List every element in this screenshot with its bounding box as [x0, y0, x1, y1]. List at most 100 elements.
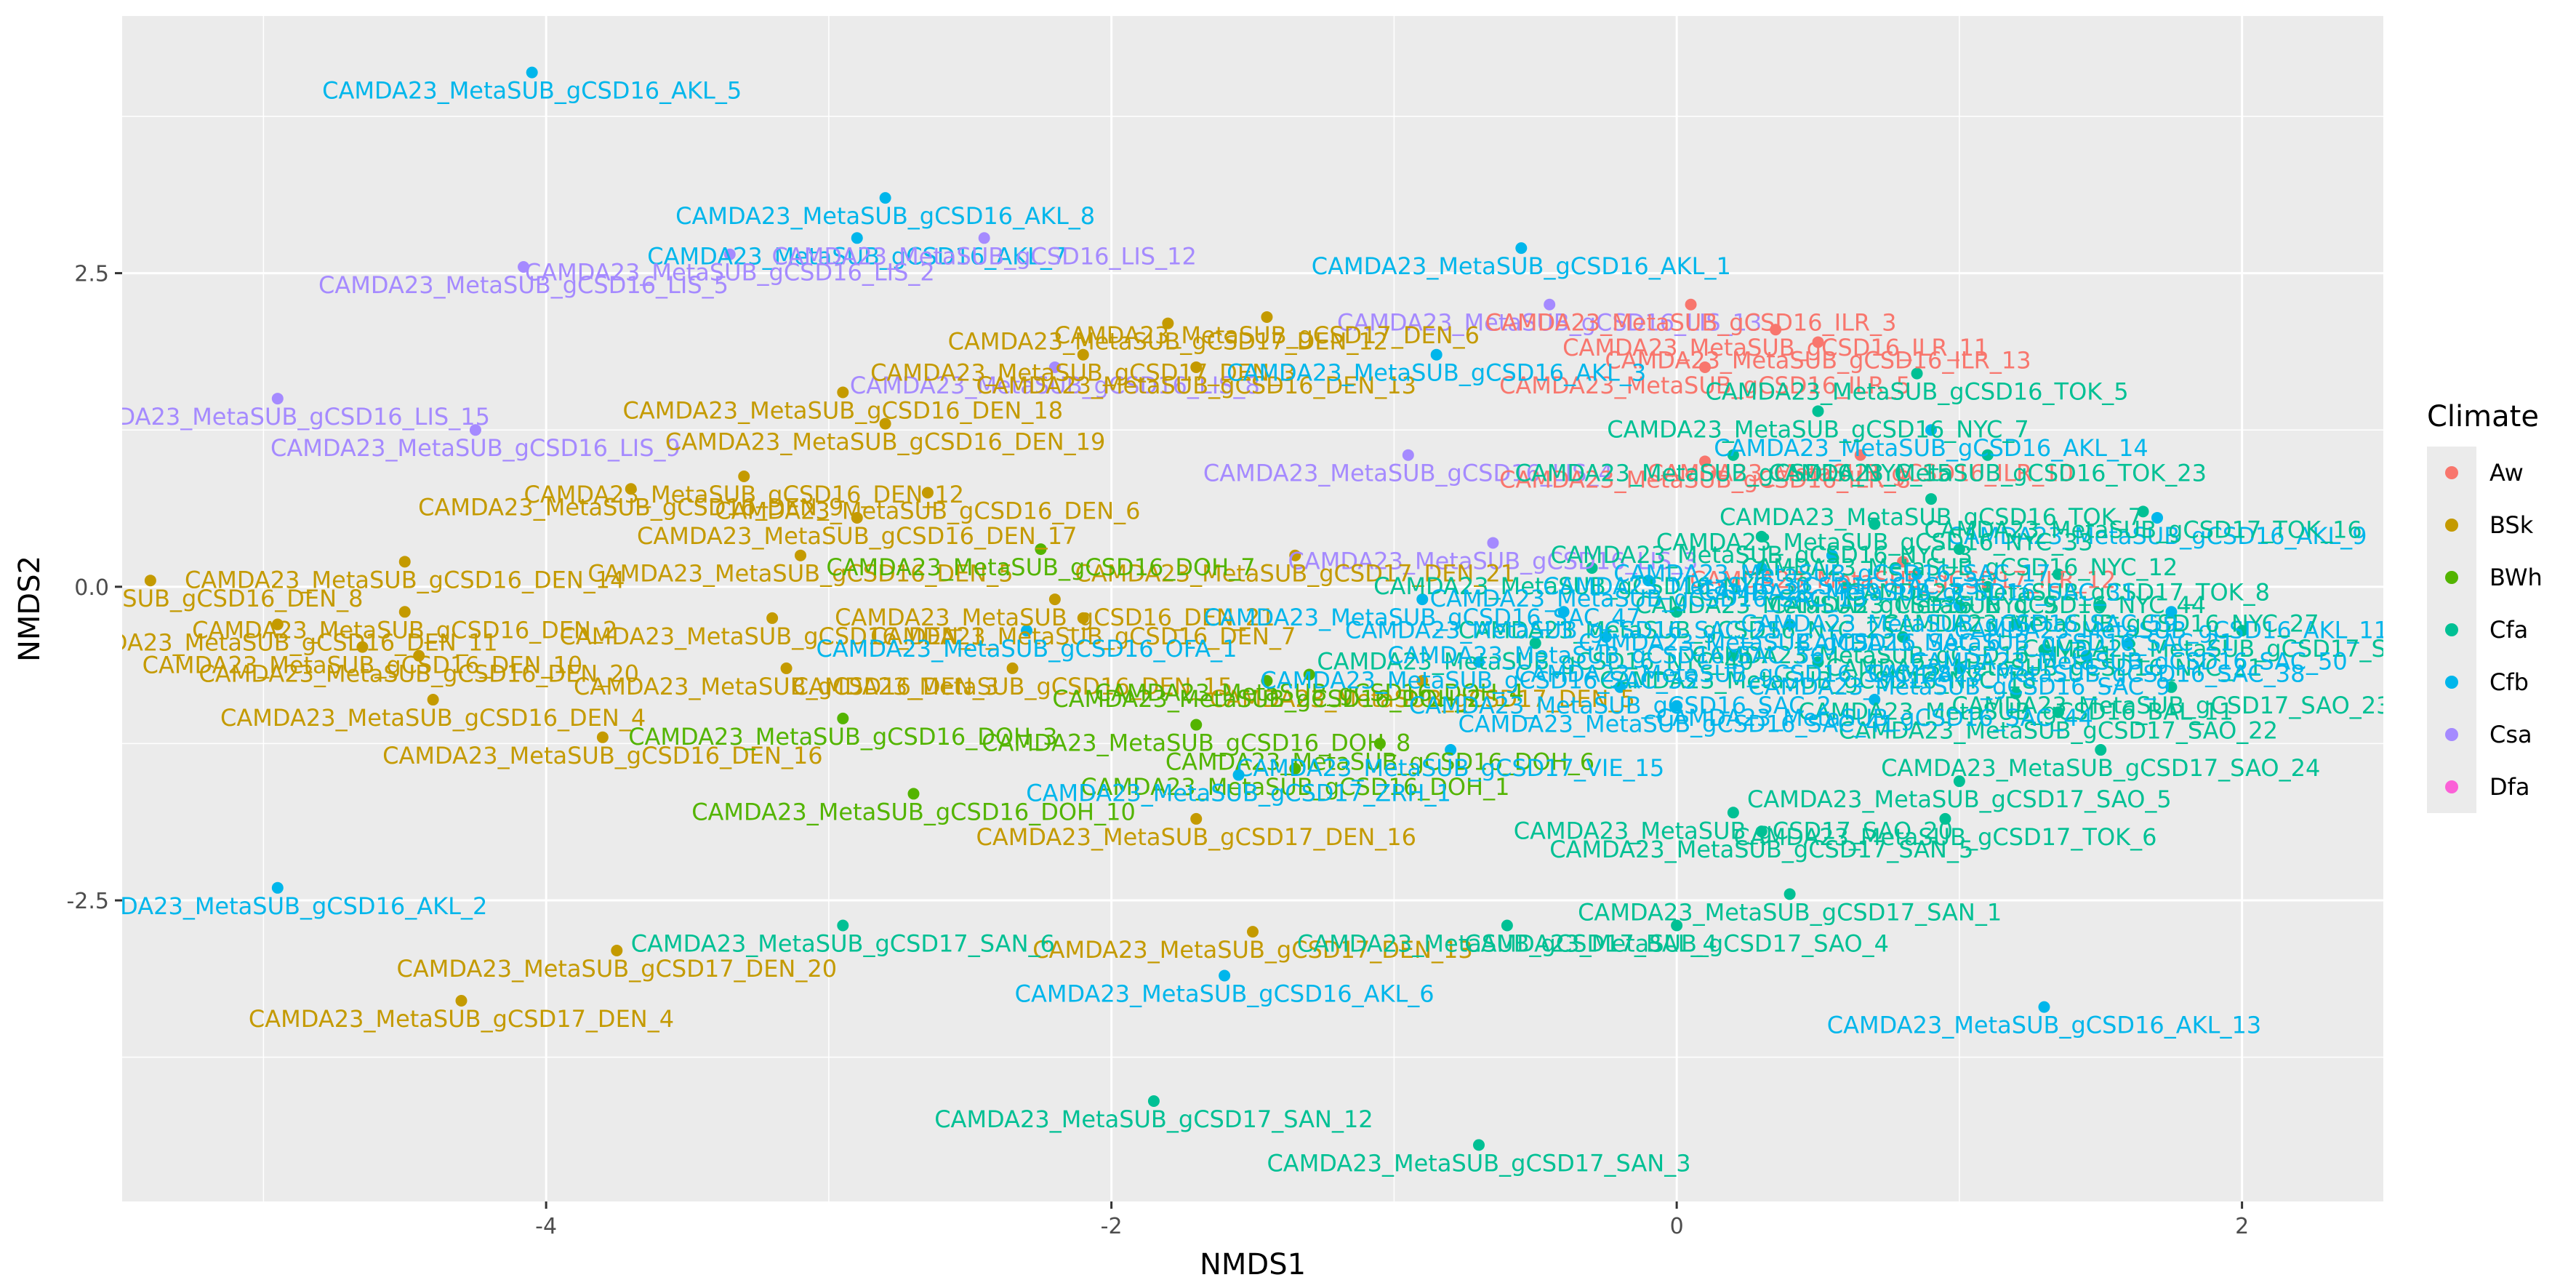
data-point — [1289, 549, 1301, 561]
data-point — [596, 731, 609, 743]
point-label: CAMDA23_MetaSUB_gCSD17_DEN_20 — [397, 955, 838, 983]
data-point — [1501, 919, 1513, 932]
data-point — [1614, 681, 1626, 693]
point-label: CAMDA23_MetaSUB_gCSD16_SAC_38 — [1868, 660, 2305, 688]
point-label: CAMDA23_MetaSUB_gCSD16_AKL_8 — [675, 202, 1095, 230]
point-label: CAMDA23_MetaSUB_gCSD16_SAC_28 — [1514, 660, 1951, 688]
data-point — [1515, 242, 1528, 255]
data-point — [2010, 618, 2022, 631]
data-point — [879, 417, 891, 430]
data-point — [356, 641, 369, 653]
point-label: CAMDA23_MetaSUB_gCSD16_TOK_23 — [1769, 460, 2207, 487]
data-point — [144, 575, 156, 587]
point-label: CAMDA23_MetaSUB_gCSD16_SAC_31 — [1698, 579, 2135, 607]
data-point — [1699, 455, 1711, 468]
data-point — [1671, 700, 1683, 712]
point-label: CAMDA23_MetaSUB_gCSD16_LIS_8 — [850, 372, 1260, 399]
point-label: CAMDA23_MetaSUB_gCSD16_DEN_21 — [835, 604, 1275, 631]
legend-label: Aw — [2489, 459, 2524, 487]
data-point — [1289, 762, 1301, 775]
point-label: CAMDA23_MetaSUB_gCSD16_AKL_6 — [1015, 980, 1435, 1008]
data-point — [1557, 606, 1570, 618]
data-point — [398, 556, 411, 568]
data-point — [1727, 649, 1739, 662]
point-label: CAMDA23_MetaSUB_gCSD16_SAC_44 — [1656, 704, 2093, 732]
legend-swatch — [2445, 780, 2458, 793]
legend-label: Dfa — [2489, 773, 2530, 801]
data-point — [2095, 744, 2107, 756]
data-point — [1755, 825, 1768, 838]
point-label: CAMDA23_MetaSUB_gCSD16_LIS_2 — [525, 259, 935, 287]
data-point — [1445, 744, 1457, 756]
point-label: CAMDA23_MetaSUB_gCSD16_SAC_17 — [1613, 560, 2050, 588]
point-label: CAMDA23_MetaSUB_gCSD16_NYC_18 — [1600, 666, 2037, 694]
axes: -4 -2 0 2 -2.5 0.0 2.5 — [66, 262, 2249, 1239]
data-point — [766, 612, 779, 624]
point-label: CAMDA23_MetaSUB_gCSD17_SAO_24 — [1881, 754, 2320, 782]
point-label: CAMDA23_MetaSUB_gCSD16_SAC_13 — [1430, 585, 1867, 612]
data-point — [1162, 317, 1174, 329]
point-label: CAMDA23_MetaSUB_gCSD17_ZRH_1 — [1026, 780, 1451, 807]
point-label: CAMDA23_MetaSUB_gCSD16_DEN_3 — [574, 673, 999, 700]
point-label: CAMDA23_MetaSUB_gCSD16_NYC_15 — [1514, 460, 1951, 487]
point-label: CAMDA23_MetaSUB_gCSD16_LIS_12 — [772, 242, 1197, 270]
data-point — [1727, 807, 1739, 819]
data-point — [837, 712, 849, 724]
legend-title: Climate — [2427, 400, 2539, 433]
point-label: CAMDA23_MetaSUB_gCSD17_ILR_12 — [1690, 566, 2116, 593]
point-label: CAMDA23_MetaSUB_gCSD16_NYC_1 — [1692, 641, 2114, 669]
point-label: CAMDA23_MetaSUB_gCSD17_DEN_12 — [948, 328, 1389, 356]
data-point — [1911, 367, 1923, 380]
point-label: CAMDA23_MetaSUB_gCSD17_SAO_22 — [1839, 716, 2278, 744]
data-point — [1473, 1139, 1485, 1151]
data-point — [1897, 556, 1909, 568]
point-label: CAMDA23_MetaSUB_gCSD16_NYC_40 — [1317, 647, 1754, 675]
point-label: CAMDA23_MetaSUB_gCSD16_AKL_11 — [1954, 616, 2388, 644]
point-label: CAMDA23_MetaSUB_gCSD16_DOH_3 — [628, 723, 1057, 751]
point-label: CAMDA23_MetaSUB_gCSD17_DEN_21 — [1075, 560, 1516, 588]
data-point — [780, 662, 793, 674]
data-point — [1939, 812, 1951, 825]
point-label: CAMDA23_MetaSUB_gCSD16_DEN_16 — [382, 742, 823, 769]
point-label: CAMDA23_MetaSUB_gCSD16_SAC_41 — [1458, 711, 1895, 738]
point-label: CAMDA23_MetaSUB_gCSD16_SAC_53 — [1543, 572, 1980, 600]
data-point — [1826, 549, 1838, 561]
data-point — [1373, 737, 1386, 750]
point-label: CAMDA23_MetaSUB_gCSD16_BAL_11 — [1798, 697, 2233, 725]
point-label: CAMDA23_MetaSUB_gCSD16_DEN_6 — [715, 497, 1140, 524]
data-point — [837, 386, 849, 399]
point-label: CAMDA23_MetaSUB_gCSD16_AKL_14 — [1714, 434, 2148, 462]
point-label: CAMDA23_MetaSUB_gCSD16_ILR_11 — [1562, 334, 1989, 361]
data-point — [1755, 561, 1768, 574]
point-label: CAMDA23_MetaSUB_gCSD16_SAC_35 — [1260, 666, 1697, 694]
data-point — [1147, 1095, 1160, 1108]
point-label: CAMDA23_MetaSUB_gCSD17_SAN_12 — [934, 1105, 1373, 1133]
point-label: CAMDA23_MetaSUB_gCSD16_ILR_8 — [1499, 465, 1911, 493]
y-axis-title: NMDS2 — [13, 556, 47, 662]
x-tick-label: 0 — [1670, 1214, 1684, 1239]
point-label: CAMDA23_MetaSUB_gCSD16_AKL_1 — [1312, 252, 1731, 280]
point-label: CAMDA23_MetaSUB_gCSD17_BAL_4 — [1297, 930, 1717, 958]
data-point — [1021, 625, 1032, 637]
legend-swatch — [2445, 466, 2458, 479]
data-point — [1303, 668, 1315, 681]
data-point — [1586, 561, 1598, 574]
point-label: CAMDA23_MetaSUB_gCSD16_DEN_19 — [665, 428, 1106, 456]
data-point — [1981, 449, 1994, 461]
data-point — [1671, 606, 1683, 618]
data-point — [1727, 449, 1739, 461]
right-margin-mask — [2383, 0, 2576, 1288]
point-label: CAMDA23_MetaSUB_gCSD16_DEN_15 — [793, 673, 1233, 700]
point-label: CAMDA23_MetaSUB_gCSD16_OFA_1 — [816, 635, 1237, 663]
point-label: CAMDA23_MetaSUB_gCSD17_SAO_4 — [1464, 930, 1889, 958]
legend-swatch — [2445, 571, 2458, 584]
point-label: CAMDA23_MetaSUB_gCSD16_LIS_3 — [1288, 547, 1698, 575]
data-point — [1544, 298, 1556, 311]
point-label: CAMDA23_MetaSUB_gCSD16_NYC_21 — [1826, 654, 2263, 681]
data-point — [1190, 812, 1203, 825]
point-label: CAMDA23_MetaSUB_gCSD16_DOH_6 — [1165, 748, 1594, 775]
data-point — [1953, 775, 1965, 788]
point-label: CAMDA23_MetaSUB_gCSD16_DEN_14 — [185, 566, 625, 593]
data-point — [1190, 361, 1203, 373]
y-tick-label: 2.5 — [74, 262, 109, 287]
